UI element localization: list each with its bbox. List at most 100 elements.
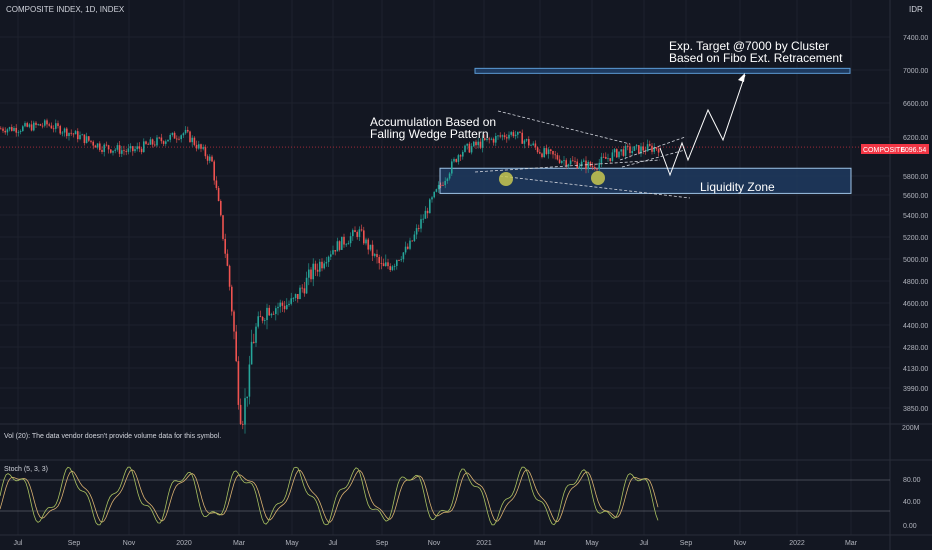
- candle-body: [257, 316, 259, 327]
- candle-body: [8, 127, 11, 130]
- candle-body: [235, 331, 237, 362]
- candle-body: [605, 156, 607, 159]
- candle-body: [182, 133, 185, 136]
- candle-body: [297, 294, 299, 299]
- candle-body: [528, 139, 530, 146]
- candle-body: [501, 135, 504, 137]
- candle-body: [151, 139, 154, 145]
- price-tick-label-14: 3990.00: [903, 386, 928, 393]
- candle-body: [343, 236, 345, 245]
- candle-body: [611, 152, 614, 161]
- projection-path: [659, 74, 746, 177]
- candle-body: [74, 131, 77, 135]
- time-tick-label-0: Jul: [14, 540, 23, 547]
- triangle-upper-line: [619, 136, 686, 161]
- volume-scale-label: 200M: [902, 425, 920, 432]
- candle-body: [244, 398, 246, 425]
- candle-body: [101, 149, 103, 152]
- candle-body: [402, 252, 405, 260]
- candle-body: [602, 156, 605, 158]
- wedge-lower-line: [474, 159, 661, 173]
- candle-body: [136, 146, 138, 150]
- candle-body: [41, 125, 44, 127]
- candle-body: [442, 185, 444, 186]
- candle-body: [488, 138, 490, 140]
- candle-body: [396, 260, 398, 266]
- candle-body: [233, 311, 235, 332]
- candle-body: [303, 288, 306, 294]
- candle-body: [561, 161, 563, 163]
- candle-body: [380, 263, 383, 264]
- candle-body: [541, 153, 543, 158]
- candle-body: [547, 149, 550, 154]
- candle-series: [0, 118, 660, 434]
- candle-body: [407, 246, 409, 249]
- stoch-d-line: [0, 469, 659, 523]
- candle-body: [11, 127, 13, 131]
- price-tick-label-8: 5000.00: [903, 257, 928, 264]
- candle-body: [0, 128, 2, 130]
- candle-body: [400, 259, 402, 261]
- candle-body: [635, 145, 638, 147]
- candle-body: [26, 123, 28, 127]
- candle-body: [52, 128, 55, 130]
- candle-body: [565, 160, 567, 167]
- candle-body: [46, 120, 48, 125]
- candle-body: [169, 134, 171, 140]
- candle-body: [191, 137, 193, 143]
- candle-body: [409, 240, 411, 249]
- candle-body: [156, 137, 158, 146]
- candle-body: [226, 253, 229, 266]
- candle-body: [134, 149, 136, 152]
- candle-body: [600, 156, 603, 163]
- candle-body: [19, 131, 22, 132]
- candle-body: [180, 135, 182, 140]
- candle-body: [607, 158, 609, 159]
- candle-body: [312, 263, 314, 280]
- support-marker-1: [499, 172, 513, 186]
- candle-body: [149, 139, 152, 145]
- accum-label-line1: Accumulation Based on: [370, 115, 496, 129]
- candle-body: [404, 246, 407, 253]
- candle-body: [646, 144, 649, 152]
- time-tick-label-1: Sep: [68, 540, 81, 547]
- candle-body: [44, 120, 46, 126]
- candle-body: [283, 305, 286, 310]
- candle-body: [242, 424, 244, 425]
- candle-body: [79, 135, 81, 140]
- candle-body: [596, 168, 598, 170]
- candle-body: [206, 156, 209, 161]
- price-tick-label-11: 4400.00: [903, 323, 928, 330]
- candle-body: [301, 287, 303, 289]
- price-tick-label-7: 5200.00: [903, 235, 928, 242]
- candle-body: [451, 161, 453, 174]
- candle-body: [202, 147, 204, 149]
- candle-body: [323, 263, 325, 269]
- price-axis[interactable]: 7400.00 7000.00 6600.00 6200.00 5800.00 5600.…: [903, 35, 928, 413]
- candle-body: [290, 298, 292, 304]
- candle-body: [545, 148, 548, 154]
- candle-body: [83, 134, 86, 143]
- candle-body: [558, 159, 561, 163]
- symbol-header[interactable]: COMPOSITE INDEX, 1D, INDEX: [6, 5, 125, 14]
- candle-body: [248, 364, 251, 397]
- candle-body: [308, 269, 310, 278]
- stoch-level-40: 40.00: [903, 499, 921, 506]
- candle-body: [378, 257, 380, 264]
- candle-body: [655, 147, 658, 150]
- candle-body: [211, 156, 213, 162]
- candle-body: [591, 166, 594, 168]
- candle-body: [363, 230, 365, 244]
- candle-body: [279, 302, 281, 307]
- time-axis[interactable]: Jul Sep Nov 2020 Mar May Jul Sep Nov 2021 Mar May Ju…: [14, 540, 858, 547]
- candle-body: [413, 234, 416, 242]
- candle-body: [129, 146, 132, 149]
- candle-body: [466, 143, 468, 146]
- time-tick-label-13: Sep: [680, 540, 693, 547]
- candle-body: [63, 128, 66, 133]
- candle-body: [391, 266, 394, 270]
- candle-body: [264, 320, 266, 321]
- support-marker-2: [591, 171, 605, 185]
